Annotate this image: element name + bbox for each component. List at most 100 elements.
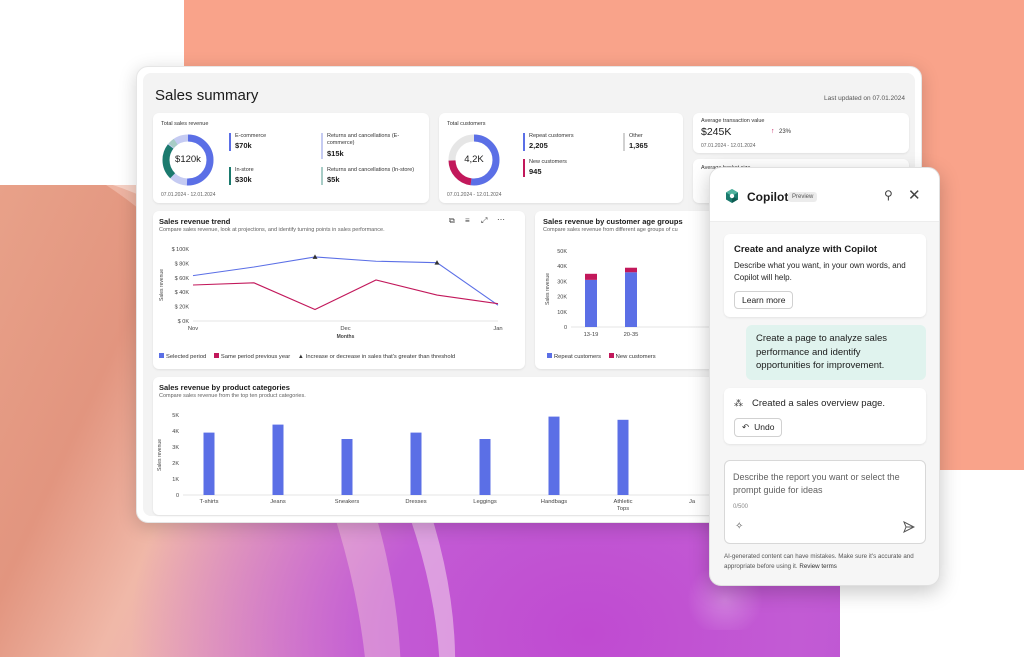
x-tick-label: Ja bbox=[689, 499, 696, 505]
kpi-label: E-commerce bbox=[235, 133, 267, 139]
send-icon[interactable] bbox=[903, 521, 915, 533]
copilot-logo-icon bbox=[726, 189, 738, 203]
legend-swatch-previous bbox=[213, 353, 219, 358]
age-groups-card[interactable]: Sales revenue by customer age groups Com… bbox=[535, 211, 735, 369]
x-tick-label: Tops bbox=[617, 506, 629, 512]
undo-button[interactable]: ↶ Undo bbox=[734, 418, 783, 437]
y-tick-label: 0 bbox=[564, 325, 567, 331]
intro-text: Describe what you want, in your own word… bbox=[734, 261, 906, 282]
filter-icon[interactable]: ≡ bbox=[465, 216, 470, 225]
legend-label: Increase or decrease in sales that's gre… bbox=[305, 354, 456, 360]
kpi-other: Other 1,365 bbox=[623, 133, 673, 153]
kpi-label: Returns and cancellations (E-commerce) bbox=[327, 133, 400, 146]
age-groups-legend: Repeat customers New customers bbox=[547, 353, 656, 360]
y-tick-label: 1K bbox=[172, 477, 179, 483]
kpi-color-bar bbox=[321, 133, 323, 159]
threshold-marker bbox=[434, 260, 440, 265]
kpi-color-bar bbox=[229, 167, 231, 185]
product-categories-card[interactable]: Sales revenue by product categories Comp… bbox=[153, 377, 735, 515]
kpi-label: In-store bbox=[235, 167, 254, 173]
sales-trend-card[interactable]: Sales revenue trend Compare sales revenu… bbox=[153, 211, 525, 369]
disclaimer: AI-generated content can have mistakes. … bbox=[724, 552, 929, 572]
category-bar bbox=[203, 432, 215, 495]
bar-segment bbox=[585, 273, 597, 280]
kpi-value: 2,205 bbox=[529, 141, 548, 150]
kpi-value: 945 bbox=[529, 167, 542, 176]
avg-transaction-value: $245K bbox=[701, 126, 732, 138]
product-categories-subtitle: Compare sales revenue from the top ten p… bbox=[159, 393, 306, 399]
preview-badge: Preview bbox=[788, 192, 818, 202]
expand-icon[interactable]: ⤢ bbox=[481, 216, 488, 225]
category-bar bbox=[479, 439, 491, 495]
x-tick-label: T-shirts bbox=[199, 499, 218, 505]
copy-icon[interactable]: ⧉ bbox=[449, 216, 455, 225]
kpi-color-bar bbox=[523, 133, 525, 151]
category-bar bbox=[272, 424, 284, 495]
total-customers-card[interactable]: Total customers 4,2K 07.01.2024 - 12.01.… bbox=[439, 113, 683, 203]
copilot-title: Copilot bbox=[747, 190, 789, 204]
undo-icon: ↶ bbox=[742, 422, 750, 432]
category-bar bbox=[548, 416, 560, 495]
legend-label: New customers bbox=[615, 354, 656, 360]
undo-label: Undo bbox=[754, 422, 775, 432]
x-tick-label: 20-35 bbox=[624, 332, 639, 338]
y-axis-label: Sales revenue bbox=[157, 439, 163, 471]
prompt-input[interactable]: Describe the report you want or select t… bbox=[724, 460, 926, 544]
kpi-value: $15k bbox=[327, 149, 344, 158]
kpi-returns-ecommerce: Returns and cancellations (E-commerce) $… bbox=[321, 133, 421, 159]
legend-label: Same period previous year bbox=[220, 354, 291, 360]
y-axis-label: Sales revenue bbox=[159, 269, 165, 301]
copilot-response-card: ⁂ Created a sales overview page. ↶ Undo bbox=[724, 388, 926, 444]
y-tick-label: $ 20K bbox=[175, 305, 190, 311]
kpi-label: Repeat customers bbox=[529, 133, 574, 139]
category-bar bbox=[341, 439, 353, 495]
total-sales-date-range: 07.01.2024 - 12.01.2024 bbox=[161, 192, 216, 198]
category-bar bbox=[410, 432, 422, 495]
avg-transaction-card[interactable]: Average transaction value $245K ↑ 23% 07… bbox=[693, 113, 909, 153]
category-bar bbox=[617, 419, 629, 495]
kpi-new-customers: New customers 945 bbox=[523, 159, 603, 179]
page-title: Sales summary bbox=[155, 87, 259, 104]
y-tick-label: 20K bbox=[557, 295, 567, 301]
x-tick-label: Sneakers bbox=[335, 499, 360, 505]
close-icon[interactable]: ✕ bbox=[908, 187, 921, 204]
response-text: Created a sales overview page. bbox=[752, 398, 886, 409]
y-tick-label: 30K bbox=[557, 279, 567, 285]
kpi-repeat-customers: Repeat customers 2,205 bbox=[523, 133, 603, 153]
legend-label: Repeat customers bbox=[554, 354, 602, 360]
kpi-color-bar bbox=[623, 133, 625, 151]
total-sales-donut bbox=[162, 134, 214, 186]
total-customers-date-range: 07.01.2024 - 12.01.2024 bbox=[447, 192, 502, 198]
prompt-guide-icon[interactable]: ✧ bbox=[735, 521, 744, 532]
trend-up-icon: ↑ bbox=[771, 128, 775, 135]
y-tick-label: 0 bbox=[176, 493, 179, 499]
age-groups-chart: 50K 40K 30K 20K 10K 0 Sales revenue 13-19 20-35 bbox=[545, 249, 725, 338]
sales-trend-title: Sales revenue trend bbox=[159, 217, 231, 226]
legend-swatch-repeat bbox=[547, 353, 552, 358]
bar-segment bbox=[625, 272, 637, 327]
x-tick-label: Nov bbox=[188, 326, 198, 332]
copilot-intro-card: Create and analyze with Copilot Describe… bbox=[724, 234, 926, 317]
avg-transaction-change: 23% bbox=[779, 129, 792, 135]
review-terms-link[interactable]: Review terms bbox=[799, 563, 837, 570]
threshold-marker bbox=[312, 254, 318, 259]
y-tick-label: 5K bbox=[172, 413, 179, 419]
copilot-header: Copilot Preview ⚲ ✕ bbox=[710, 168, 939, 222]
series-line bbox=[192, 256, 499, 306]
y-tick-label: 10K bbox=[557, 310, 567, 316]
series-line bbox=[192, 279, 499, 311]
y-tick-label: 40K bbox=[557, 264, 567, 270]
x-axis-label: Months bbox=[337, 334, 355, 340]
kpi-value: 1,365 bbox=[629, 141, 648, 150]
more-icon[interactable]: ⋯ bbox=[497, 215, 505, 224]
kpi-value: $70k bbox=[235, 141, 252, 150]
age-groups-subtitle: Compare sales revenue from different age… bbox=[543, 227, 678, 233]
total-customers-center-value: 4,2K bbox=[464, 154, 484, 165]
pin-icon[interactable]: ⚲ bbox=[884, 188, 893, 202]
age-groups-title: Sales revenue by customer age groups bbox=[543, 217, 683, 226]
prompt-placeholder: Describe the report you want or select t… bbox=[733, 472, 900, 495]
y-tick-label: $ 40K bbox=[175, 290, 190, 296]
total-sales-card[interactable]: Total sales revenue $120k 07.01.2024 - 1… bbox=[153, 113, 429, 203]
x-tick-label: Athletic bbox=[613, 499, 632, 505]
learn-more-button[interactable]: Learn more bbox=[734, 291, 794, 309]
